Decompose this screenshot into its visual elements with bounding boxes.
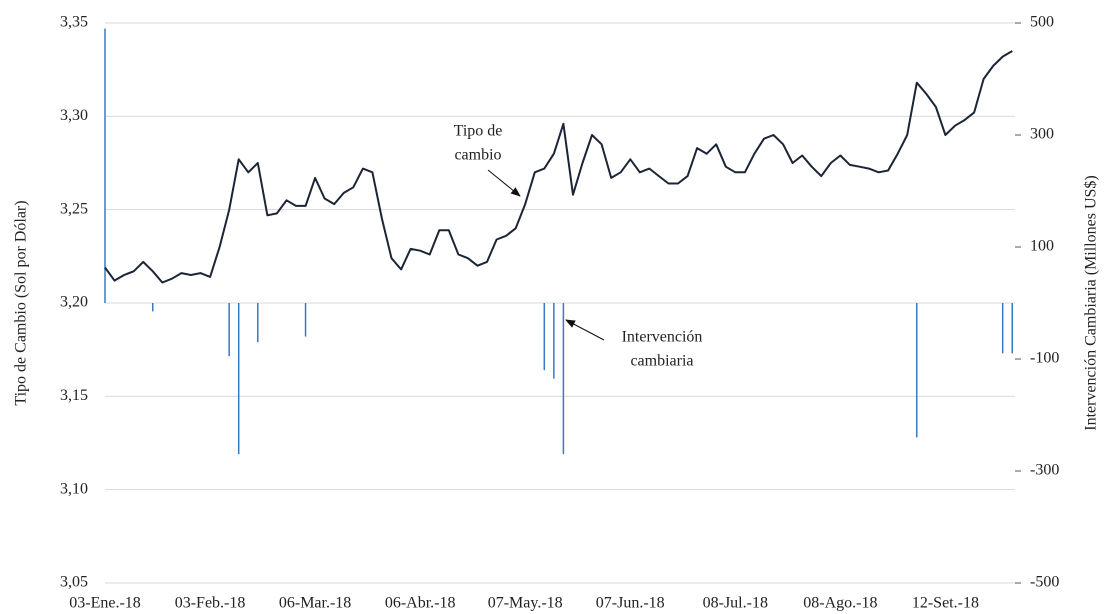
bar [257,303,259,343]
annotation: Intervención [622,329,703,346]
bar [916,303,918,438]
y2-tick-label: -300 [1030,462,1059,479]
bar [1001,303,1004,354]
x-tick-label: 07-May.-18 [488,595,563,612]
y-tick-label: 3,15 [60,387,88,404]
y2-tick-label: 300 [1030,126,1054,143]
y2-tick-label: -100 [1030,350,1059,367]
y2-axis-label: Intervención Cambiaria (Millones US$) [1083,175,1100,431]
annotation-arrow [487,169,521,197]
y-tick-label: 3,10 [60,480,88,497]
line [104,50,1013,284]
y-tick-label: 3,05 [60,574,88,591]
y-tick-label: 3,25 [60,200,88,217]
annotation: cambiaria [630,353,693,370]
bar [237,303,240,455]
x-tick-label: 06-Mar.-18 [279,595,351,612]
y-tick-label: 3,30 [60,107,88,124]
bar [104,28,106,303]
bar [562,303,565,455]
bar [152,303,154,312]
annotation: cambio [454,147,501,164]
x-tick-label: 08-Jul.-18 [703,595,768,612]
x-tick-label: 08-Ago.-18 [803,595,877,612]
x-tick-label: 07-Jun.-18 [596,595,665,612]
bar [553,303,555,379]
annotation: Tipo de [454,123,503,140]
x-tick-label: 12-Set.-18 [912,595,979,612]
bar [1011,303,1013,354]
y-tick-label: 3,20 [60,294,88,311]
bar [543,303,546,371]
x-tick-label: 03-Ene.-18 [69,595,141,612]
x-tick-label: 03-Feb.-18 [175,595,246,612]
x-tick-label: 06-Abr.-18 [385,595,456,612]
y2-tick-label: -500 [1030,574,1059,591]
y2-tick-label: 500 [1030,14,1054,31]
y2-tick-label: 100 [1030,238,1054,255]
bar [228,303,230,357]
y-tick-label: 3,35 [60,14,88,31]
annotation-arrow [565,319,605,341]
y-axis-label: Tipo de Cambio (Sol por Dólar) [13,200,30,405]
bar [304,303,307,337]
